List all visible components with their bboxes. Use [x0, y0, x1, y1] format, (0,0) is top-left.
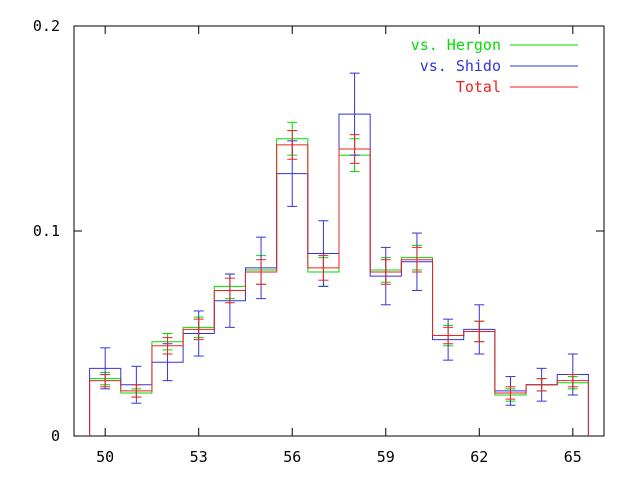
series-total [89, 130, 589, 436]
x-tick-label: 56 [283, 448, 301, 466]
x-tick-label: 59 [377, 448, 395, 466]
legend-label: vs. Shido [420, 57, 501, 75]
x-tick-label: 50 [96, 448, 114, 466]
x-tick-label: 62 [470, 448, 488, 466]
axis-tick-labels: 50 53 56 59 62 65 0 0.1 0.2 [33, 17, 582, 466]
histogram-step-line [89, 144, 589, 436]
y-tick-label: 0.2 [33, 17, 60, 35]
x-tick-label: 65 [564, 448, 582, 466]
y-tick-label: 0 [51, 427, 60, 445]
legend-label: Total [456, 78, 501, 96]
axis-ticks [74, 25, 604, 437]
y-tick-label: 0.1 [33, 222, 60, 240]
legend: vs. Hergon vs. Shido Total [411, 36, 578, 96]
series-group [89, 72, 589, 436]
x-tick-label: 53 [190, 448, 208, 466]
legend-label: vs. Hergon [411, 36, 501, 54]
